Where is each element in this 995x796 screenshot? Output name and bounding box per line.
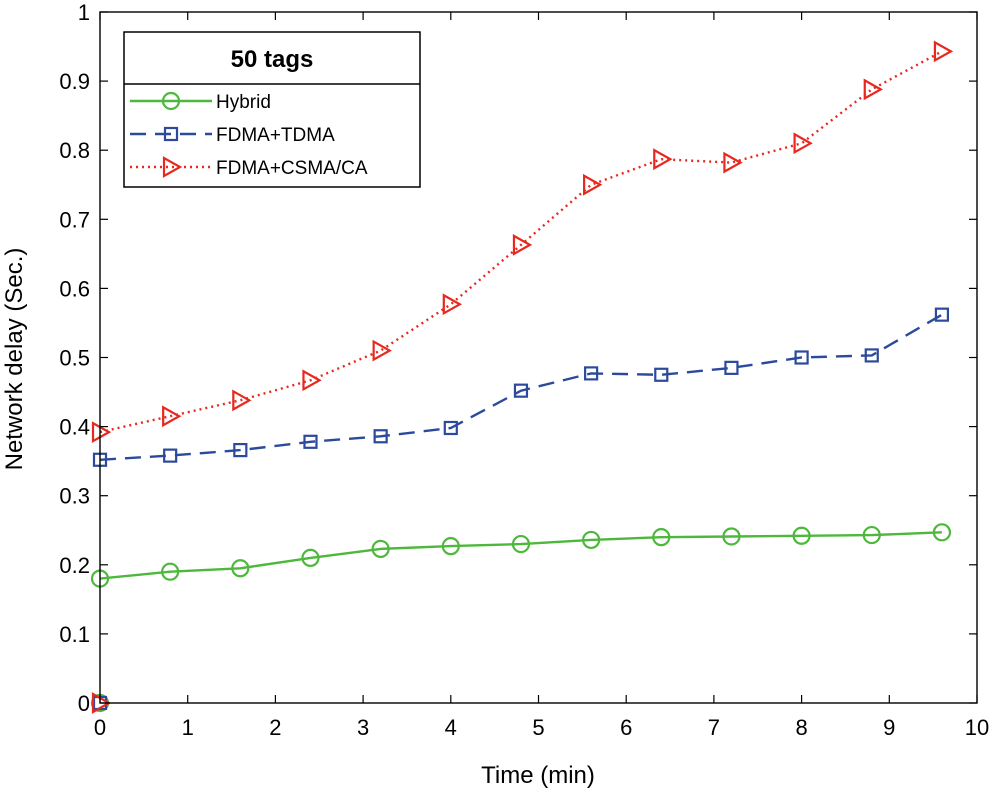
series-line: [99, 313, 943, 461]
y-tick-label: 1: [78, 0, 90, 25]
x-tick-label: 8: [795, 715, 807, 740]
data-point: [792, 526, 811, 545]
x-tick-label: 1: [182, 715, 194, 740]
data-point: [301, 548, 320, 567]
data-point: [933, 40, 954, 63]
y-tick-label: 0.7: [59, 207, 90, 232]
y-tick-label: 0.3: [59, 484, 90, 509]
y-tick-label: 0: [78, 691, 90, 716]
y-tick-label: 0.5: [59, 346, 90, 371]
data-point: [442, 293, 463, 316]
data-point: [441, 537, 460, 556]
y-tick-label: 0.4: [59, 415, 90, 440]
data-point: [723, 151, 743, 174]
y-tick-label: 0.8: [59, 138, 90, 163]
legend-swatch-marker: [162, 156, 183, 178]
x-tick-label: 4: [445, 715, 457, 740]
data-point: [303, 434, 318, 449]
x-tick-label: 2: [269, 715, 281, 740]
data-point: [162, 405, 182, 428]
data-point: [372, 339, 392, 362]
legend-swatch-marker: [163, 126, 179, 142]
y-tick-label: 0.6: [59, 276, 90, 301]
x-tick-label: 6: [620, 715, 632, 740]
data-point: [302, 369, 322, 392]
plot-border: [99, 11, 978, 704]
data-point: [443, 420, 458, 436]
x-tick-label: 0: [94, 715, 106, 740]
data-point: [653, 148, 673, 171]
data-point: [233, 442, 248, 458]
x-tick-label: 5: [532, 715, 544, 740]
data-point: [511, 534, 531, 554]
data-point: [584, 366, 599, 381]
x-tick-label: 3: [357, 715, 369, 740]
y-tick-label: 0.9: [59, 69, 90, 94]
x-axis-label: Time (min): [481, 762, 595, 789]
series-line: [99, 531, 942, 580]
data-point: [582, 530, 601, 550]
legend-item: Hybrid: [130, 91, 271, 113]
legend-label: FDMA+TDMA: [216, 125, 335, 146]
legend-item: FDMA+CSMA/CA: [130, 156, 368, 179]
legend-swatch-marker: [161, 91, 181, 111]
data-point: [652, 528, 671, 547]
data-point: [512, 233, 533, 256]
x-tick-label: 10: [965, 715, 989, 740]
legend-label: FDMA+CSMA/CA: [216, 158, 368, 179]
legend-label: Hybrid: [216, 92, 271, 113]
series-line: [99, 50, 943, 434]
data-point: [654, 367, 669, 382]
data-point: [794, 350, 809, 365]
axis-layer: 0 1 2 3 4 5 6 7 8 9 10 0 0.1 0.2 0.3 0.4 0.5 0.6 0.7 0.8 0.9…: [59, 0, 989, 740]
y-axis-label: Network delay (Sec.): [1, 248, 28, 471]
data-point: [724, 360, 739, 375]
data-point: [373, 429, 388, 444]
data-point-origin: [91, 692, 112, 714]
data-point: [371, 539, 390, 559]
data-point: [722, 527, 741, 546]
legend-title: 50 tags: [231, 46, 314, 73]
series-fdma-csma-ca: [91, 40, 954, 714]
data-point: [161, 562, 180, 581]
data-point: [231, 559, 250, 578]
legend: 50 tags Hybrid FDMA+TDMA FDMA+CSMA/CA: [123, 31, 421, 188]
data-point: [583, 173, 603, 196]
x-tick-label: 7: [708, 715, 720, 740]
y-tick-label: 0.1: [59, 622, 90, 647]
y-tick-label: 0.2: [59, 553, 90, 578]
data-point: [864, 348, 879, 363]
data-point: [793, 132, 813, 155]
data-point: [932, 523, 952, 542]
data-point: [513, 383, 529, 398]
data-point: [862, 525, 881, 545]
data-point: [232, 389, 252, 412]
data-point: [163, 448, 178, 463]
legend-item: FDMA+TDMA: [130, 125, 335, 146]
data-point: [91, 421, 112, 444]
data-point: [934, 307, 950, 322]
x-tick-label: 9: [883, 715, 895, 740]
data-point: [863, 78, 884, 101]
